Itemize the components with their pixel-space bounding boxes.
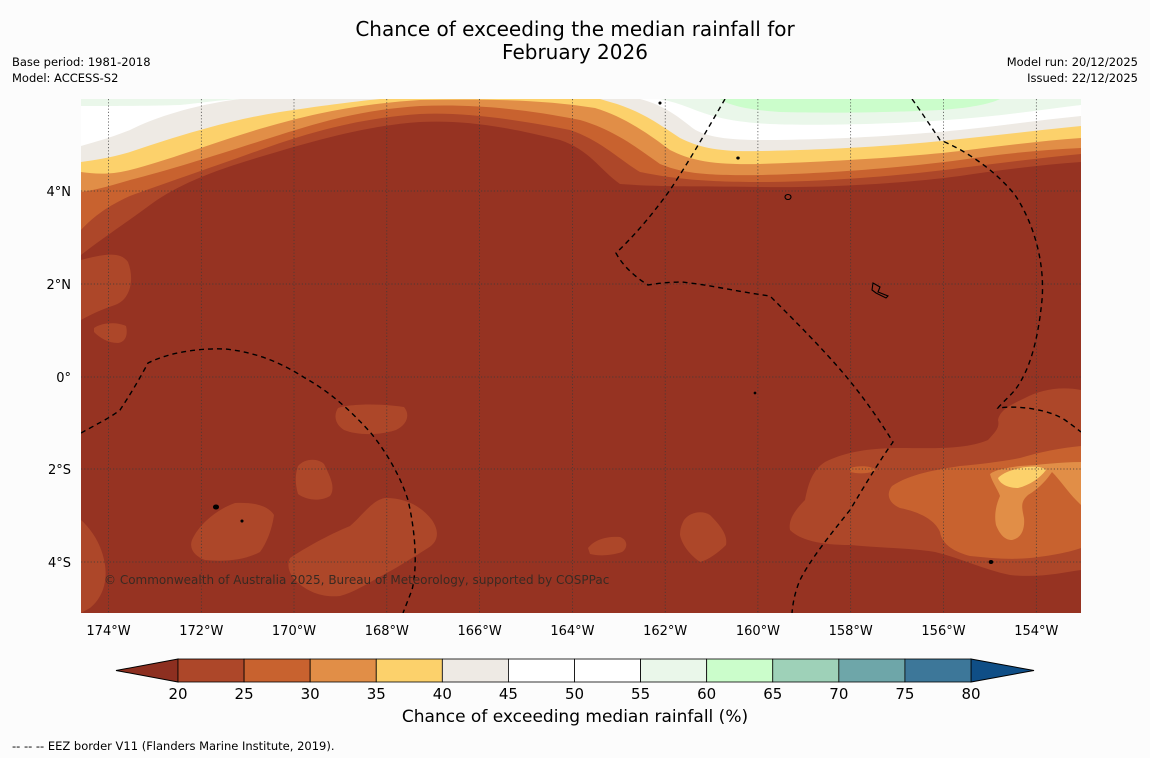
x-tick-labels: 174°W 172°W 170°W 168°W 166°W 164°W 162°…: [86, 624, 1058, 639]
islands: [212, 101, 994, 565]
colorbar-segment: [508, 658, 575, 683]
base-period-text: Base period: 1981-2018: [12, 55, 151, 69]
patch-20-25-2: [295, 459, 333, 500]
patch-20-25-3: [191, 502, 274, 561]
title-line-2: February 2026: [502, 40, 648, 64]
west-edge-blob-20-25: [94, 323, 127, 343]
colorbar-under-arrow: [115, 658, 179, 683]
southeast-blob-25-30: [850, 466, 876, 474]
copyright-text: © Commonwealth of Australia 2025, Bureau…: [104, 573, 609, 587]
x-tick-label: 166°W: [458, 624, 502, 639]
island-outline: [753, 391, 757, 395]
colorbar-tick-label: 75: [895, 685, 914, 703]
x-tick-label: 170°W: [272, 624, 316, 639]
island-outline: [871, 282, 889, 299]
colorbar-segment: [706, 658, 774, 683]
colorbar-tick-label: 25: [235, 685, 254, 703]
colorbar-tick-label: 55: [631, 685, 650, 703]
colorbar-segment: [309, 658, 377, 683]
island-outline: [658, 101, 662, 105]
patch-20-25-4: [288, 498, 437, 597]
x-tick-label: 164°W: [550, 624, 594, 639]
eez-boundaries: [81, 99, 1081, 613]
y-tick-label: 4°N: [47, 185, 72, 200]
patch-20-25-5: [81, 520, 106, 613]
graticule: [81, 99, 1081, 613]
eez-border-line: [911, 99, 1081, 433]
colorbar-label: Chance of exceeding median rainfall (%): [401, 707, 749, 727]
x-tick-label: 162°W: [643, 624, 687, 639]
title-line-1: Chance of exceeding the median rainfall …: [355, 17, 795, 41]
x-tick-label: 160°W: [736, 624, 780, 639]
colorbar-tick-label: 35: [367, 685, 386, 703]
patch-20-25-7: [680, 512, 727, 562]
colorbar-segment: [375, 658, 443, 683]
metadata-left: Base period: 1981-2018 Model: ACCESS-S2: [12, 54, 151, 86]
colorbar-segment: [772, 658, 840, 683]
colorbar-tick-label: 50: [565, 685, 584, 703]
colorbar-segment: [640, 658, 708, 683]
x-tick-label: 158°W: [829, 624, 873, 639]
colorbar-segment: [904, 658, 972, 683]
chart-title: Chance of exceeding the median rainfall …: [0, 18, 1150, 64]
southeast-band-35-40: [998, 466, 1046, 488]
colorbar-segment: [441, 658, 509, 683]
colorbar-segment: [574, 658, 641, 683]
x-tick-label: 168°W: [365, 624, 409, 639]
map-area: [81, 99, 1081, 613]
colorbar-tick-label: 45: [499, 685, 518, 703]
colorbar-tick-label: 65: [763, 685, 782, 703]
island-outline: [240, 519, 244, 523]
island-outline: [212, 504, 220, 510]
colorbar: 20 25 30 35 40 45 50 55 60 65 70 75 80: [115, 658, 1035, 703]
x-tick-label: 174°W: [86, 624, 130, 639]
north-band-60-65: [720, 99, 1000, 113]
x-tick-label: 156°W: [921, 624, 965, 639]
model-text: Model: ACCESS-S2: [12, 71, 119, 85]
y-tick-label: 2°S: [48, 463, 71, 478]
patch-20-25-6: [588, 536, 627, 556]
x-tick-label: 172°W: [179, 624, 223, 639]
issued-text: Issued: 22/12/2025: [1027, 71, 1138, 85]
colorbar-tick-label: 80: [961, 685, 980, 703]
colorbar-tick-label: 30: [301, 685, 320, 703]
colorbar-over-arrow: [970, 658, 1035, 683]
eez-footnote: -- -- -- EEZ border V11 (Flanders Marine…: [12, 739, 335, 753]
y-tick-labels: 4°N 2°N 0° 2°S 4°S: [47, 185, 72, 571]
island-outline: [988, 559, 994, 565]
y-tick-label: 4°S: [48, 556, 71, 571]
colorbar-segment: [838, 658, 906, 683]
y-tick-label: 0°: [56, 371, 71, 386]
model-run-text: Model run: 20/12/2025: [1006, 55, 1138, 69]
patch-20-25-1: [335, 404, 408, 435]
island-outline: [784, 193, 792, 201]
y-tick-label: 2°N: [47, 278, 72, 293]
colorbar-tick-label: 70: [829, 685, 848, 703]
eez-border-line: [615, 99, 894, 613]
x-tick-label: 154°W: [1014, 624, 1058, 639]
colorbar-segment: [177, 658, 245, 683]
colorbar-tick-label: 60: [697, 685, 716, 703]
metadata-right: Model run: 20/12/2025 Issued: 22/12/2025: [1007, 54, 1138, 86]
colorbar-tick-label: 20: [168, 685, 187, 703]
west-edge-20-25: [81, 254, 132, 320]
colorbar-tick-label: 40: [433, 685, 452, 703]
island-outline: [736, 156, 740, 160]
eez-border-line: [81, 348, 416, 613]
colorbar-segment: [243, 658, 311, 683]
